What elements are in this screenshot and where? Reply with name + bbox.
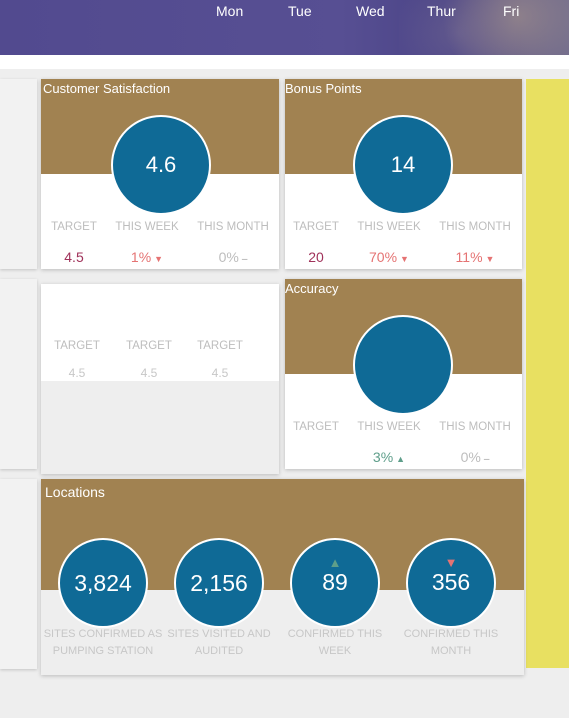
- confirmed-week-label: CONFIRMED THIS WEEK: [287, 628, 383, 657]
- confirmed-month-value: 356: [431, 569, 471, 595]
- header-bar: Mon Tue Wed Thur Fri: [0, 0, 569, 55]
- header-divider: [0, 55, 569, 69]
- placeholder-top: [41, 284, 279, 381]
- this-week-value: 3% ▲: [372, 449, 406, 465]
- left-card-3: [0, 479, 37, 669]
- trend-down-icon: ▼: [154, 254, 164, 264]
- trend-down-icon: ▼: [485, 254, 495, 264]
- sites-visited-label: SITES VISITED AND AUDITED: [167, 628, 271, 657]
- target-value: 4.5: [64, 249, 84, 265]
- trend-down-icon: ▼: [400, 254, 409, 264]
- target-label: TARGET: [293, 421, 339, 433]
- target-label: TARGET: [126, 340, 172, 352]
- accuracy-card[interactable]: Accuracy TARGET THIS WEEK THIS MONTH 3% ▲…: [285, 279, 522, 469]
- card-title: Locations: [45, 484, 105, 500]
- target-label: TARGET: [197, 340, 243, 352]
- this-week-label: THIS WEEK: [357, 221, 421, 233]
- this-week-value: 70% ▼: [369, 249, 409, 265]
- card-title: Bonus Points: [285, 81, 362, 96]
- customer-satisfaction-card[interactable]: Customer Satisfaction 4.6 TARGET THIS WE…: [41, 79, 279, 269]
- day-fri[interactable]: Fri: [503, 3, 520, 19]
- trend-flat-icon: –: [483, 454, 490, 465]
- trend-down-icon: ▼: [444, 555, 458, 570]
- side-panel: [526, 79, 569, 668]
- this-month-value: 11% ▼: [455, 249, 495, 265]
- header-photo: [399, 0, 569, 55]
- metric-circle: 14: [353, 115, 453, 215]
- this-week-value: 1% ▼: [130, 249, 164, 265]
- this-week-label: THIS WEEK: [357, 421, 421, 433]
- left-card-2: [0, 279, 37, 469]
- trend-flat-icon: –: [241, 254, 248, 265]
- bonus-points-card[interactable]: Bonus Points 14 TARGET THIS WEEK THIS MO…: [285, 79, 522, 269]
- target-value: 4.5: [140, 366, 158, 380]
- this-month-label: THIS MONTH: [197, 221, 269, 233]
- left-card-1: [0, 79, 37, 269]
- target-label: TARGET: [293, 221, 339, 233]
- target-value: 20: [308, 249, 324, 265]
- sites-confirmed-label: SITES CONFIRMED AS PUMPING STATION: [43, 628, 163, 657]
- metric-circle: [353, 315, 453, 415]
- confirmed-week-value: 89: [322, 569, 348, 595]
- day-wed[interactable]: Wed: [356, 3, 385, 19]
- card-title: Customer Satisfaction: [43, 81, 171, 96]
- sites-visited-circle: 2,156: [174, 538, 264, 628]
- sites-confirmed-circle: 3,824: [58, 538, 148, 628]
- trend-up-icon: ▲: [328, 555, 342, 570]
- target-value: 4.5: [68, 366, 86, 380]
- target-label: TARGET: [54, 340, 100, 352]
- confirmed-month-circle: ▼ 356: [406, 538, 496, 628]
- confirmed-week-circle: ▲ 89: [290, 538, 380, 628]
- day-thur[interactable]: Thur: [427, 3, 456, 19]
- metric-circle: 4.6: [111, 115, 211, 215]
- this-week-label: THIS WEEK: [115, 221, 179, 233]
- this-month-label: THIS MONTH: [439, 221, 511, 233]
- target-label: TARGET: [51, 221, 97, 233]
- confirmed-month-label: CONFIRMED THIS MONTH: [403, 628, 499, 657]
- target-value: 4.5: [211, 366, 229, 380]
- locations-card[interactable]: Locations 3,824 SITES CONFIRMED AS PUMPI…: [41, 479, 524, 675]
- card-title: Accuracy: [285, 281, 339, 296]
- this-month-label: THIS MONTH: [439, 421, 511, 433]
- day-mon[interactable]: Mon: [216, 3, 244, 19]
- day-tue[interactable]: Tue: [288, 3, 312, 19]
- this-month-value: 0% –: [460, 449, 490, 465]
- trend-up-icon: ▲: [396, 454, 406, 464]
- this-month-value: 0% –: [218, 249, 248, 265]
- placeholder-card: TARGET TARGET TARGET 4.5 4.5 4.5: [41, 284, 279, 474]
